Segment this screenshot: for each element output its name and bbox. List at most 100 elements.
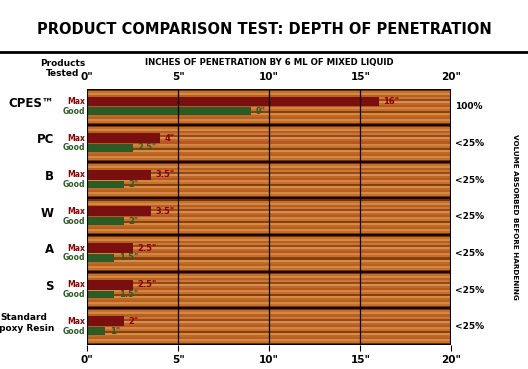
Bar — [87, 204, 451, 207]
Bar — [87, 341, 451, 343]
Text: 2": 2" — [128, 180, 138, 189]
Bar — [87, 166, 451, 168]
Bar — [87, 156, 451, 158]
Text: 15": 15" — [351, 72, 370, 82]
Bar — [87, 158, 451, 160]
Bar — [87, 254, 451, 255]
Bar — [87, 276, 451, 278]
Bar — [87, 282, 451, 284]
Text: 2.5": 2.5" — [137, 280, 156, 289]
Bar — [87, 235, 451, 237]
Text: Max: Max — [68, 280, 86, 289]
Text: 3.5": 3.5" — [155, 170, 175, 179]
Text: INCHES OF PENETRATION BY 6 ML OF MIXED LIQUID: INCHES OF PENETRATION BY 6 ML OF MIXED L… — [145, 58, 393, 67]
Text: 1.5": 1.5" — [119, 290, 138, 299]
Text: 100%: 100% — [455, 102, 482, 111]
Text: VOLUME ABSORBED BEFORE HARDENING: VOLUME ABSORBED BEFORE HARDENING — [512, 134, 518, 300]
Bar — [87, 105, 451, 107]
Bar — [87, 274, 451, 276]
Bar — [87, 280, 451, 282]
Text: Good: Good — [63, 290, 86, 299]
Bar — [87, 343, 451, 345]
Bar — [87, 123, 451, 125]
Bar — [87, 254, 115, 262]
Text: Max: Max — [68, 207, 86, 216]
Text: Good: Good — [63, 107, 86, 116]
Text: Max: Max — [68, 97, 86, 106]
Bar — [87, 266, 451, 268]
Bar — [87, 144, 133, 152]
Bar — [87, 131, 451, 133]
Bar — [87, 129, 451, 131]
Bar — [87, 208, 451, 211]
Text: Good: Good — [63, 143, 86, 152]
Bar — [87, 300, 451, 302]
Text: 20": 20" — [441, 72, 461, 82]
Bar — [87, 203, 451, 204]
Bar — [87, 310, 451, 313]
Bar — [87, 192, 451, 194]
Bar — [87, 227, 451, 229]
Bar — [87, 241, 451, 243]
Bar — [87, 199, 451, 200]
Bar — [87, 294, 451, 296]
Bar — [87, 89, 451, 91]
Bar — [87, 339, 451, 341]
Bar — [87, 144, 451, 145]
Bar — [87, 325, 451, 327]
Text: <25%: <25% — [455, 139, 484, 148]
Bar — [87, 333, 451, 335]
Bar — [87, 223, 451, 225]
Bar — [87, 255, 451, 258]
Bar — [87, 245, 451, 247]
Text: Products
Tested: Products Tested — [40, 59, 86, 78]
Bar — [87, 107, 451, 109]
Text: Standard
Epoxy Resin: Standard Epoxy Resin — [0, 313, 54, 333]
Bar — [87, 327, 106, 335]
Bar — [87, 176, 451, 178]
Text: S: S — [45, 280, 54, 293]
Bar — [87, 284, 451, 286]
Bar — [87, 221, 451, 223]
Bar — [87, 127, 451, 129]
Bar — [87, 233, 451, 235]
Text: 9": 9" — [256, 107, 266, 116]
Text: 3.5": 3.5" — [155, 207, 175, 216]
Bar — [87, 206, 151, 216]
Bar — [87, 141, 451, 144]
Text: Good: Good — [63, 180, 86, 189]
Bar — [87, 217, 451, 219]
Bar — [87, 337, 451, 339]
Bar — [87, 316, 124, 326]
Bar — [87, 247, 451, 249]
Bar — [87, 117, 451, 119]
Bar — [87, 335, 451, 337]
Bar — [87, 318, 451, 321]
Bar — [87, 180, 451, 182]
Bar — [87, 125, 451, 127]
Text: Good: Good — [63, 327, 86, 335]
Bar — [87, 296, 451, 298]
Bar — [87, 211, 451, 213]
Bar — [87, 148, 451, 149]
Bar — [87, 217, 124, 225]
Text: 2": 2" — [128, 317, 138, 326]
Bar — [87, 207, 451, 208]
Bar — [87, 186, 451, 188]
Bar — [87, 237, 451, 239]
Bar — [87, 133, 451, 135]
Bar — [87, 160, 451, 162]
Text: 16": 16" — [383, 97, 399, 106]
Bar — [87, 170, 451, 172]
Bar — [87, 154, 451, 156]
Text: <25%: <25% — [455, 212, 484, 221]
Bar — [87, 119, 451, 121]
Text: CPES™: CPES™ — [8, 97, 54, 110]
Bar — [87, 188, 451, 190]
Bar — [87, 249, 451, 251]
Bar — [87, 304, 451, 306]
Bar — [87, 229, 451, 231]
Bar — [87, 190, 451, 192]
Bar — [87, 97, 379, 106]
Bar — [87, 174, 451, 176]
